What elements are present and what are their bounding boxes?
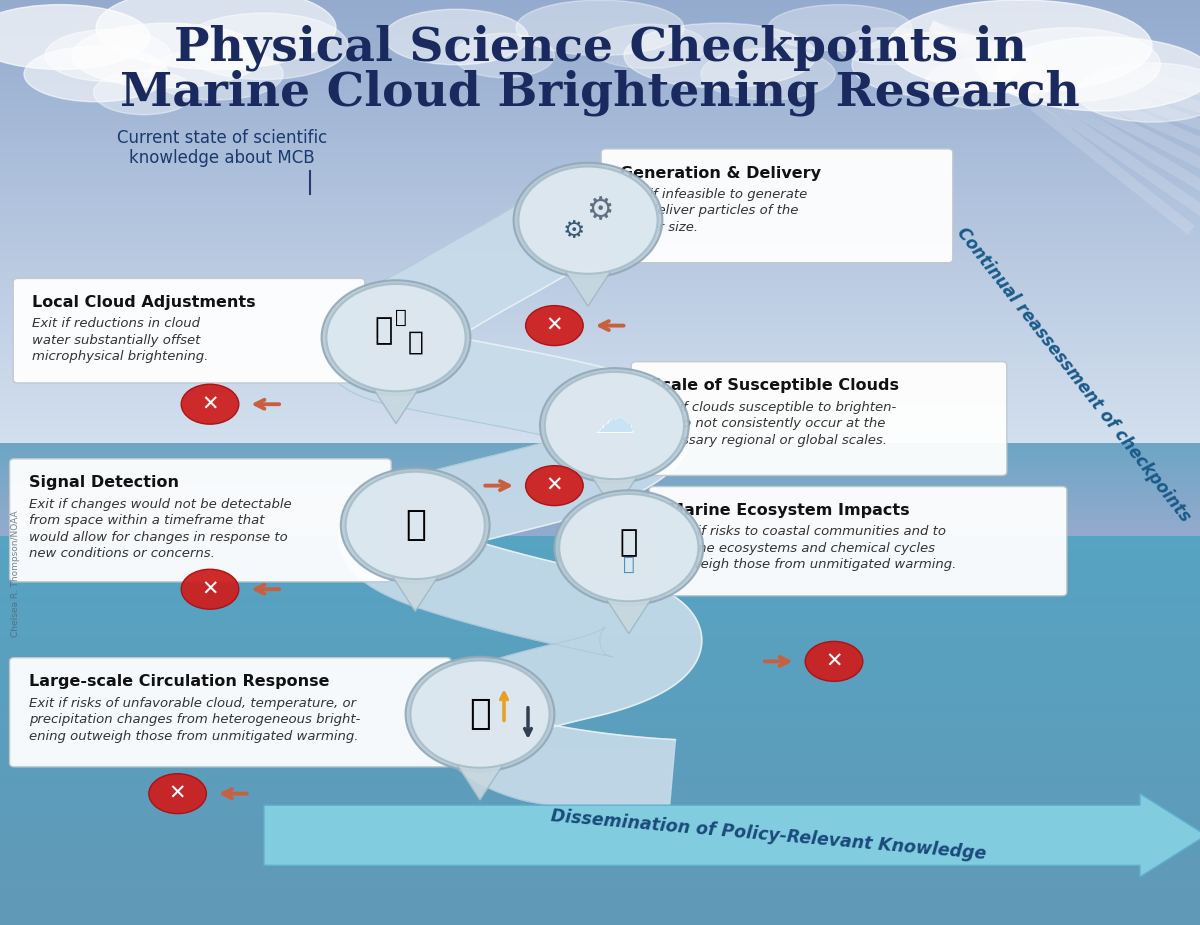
Text: Generation & Delivery: Generation & Delivery (620, 166, 821, 180)
Text: Exit if risks to coastal communities and to
marine ecosystems and chemical cycle: Exit if risks to coastal communities and… (668, 525, 956, 572)
Text: 💧: 💧 (395, 308, 407, 327)
Text: ✕: ✕ (546, 475, 563, 496)
Circle shape (518, 166, 658, 274)
Text: 🛰: 🛰 (404, 509, 426, 542)
Text: ✕: ✕ (202, 579, 218, 599)
FancyBboxPatch shape (10, 658, 451, 767)
Ellipse shape (526, 305, 583, 346)
Circle shape (410, 660, 550, 768)
Ellipse shape (180, 13, 348, 80)
Circle shape (514, 163, 662, 278)
FancyBboxPatch shape (13, 278, 365, 383)
Text: Physical Science Checkpoints in: Physical Science Checkpoints in (174, 25, 1026, 71)
Ellipse shape (0, 5, 150, 69)
Ellipse shape (181, 384, 239, 425)
Text: Marine Cloud Brightening Research: Marine Cloud Brightening Research (120, 69, 1080, 116)
Text: 🌍: 🌍 (469, 697, 491, 731)
Text: ✕: ✕ (169, 783, 186, 804)
Text: Local Cloud Adjustments: Local Cloud Adjustments (32, 295, 256, 310)
Ellipse shape (888, 0, 1152, 92)
Circle shape (346, 472, 485, 579)
Text: ☁: ☁ (595, 401, 634, 440)
Ellipse shape (149, 773, 206, 814)
Text: Dissemination of Policy-Relevant Knowledge: Dissemination of Policy-Relevant Knowled… (550, 808, 986, 863)
Ellipse shape (589, 24, 707, 68)
Text: Exit if clouds susceptible to brighten-
ing do not consistently occur at the
nec: Exit if clouds susceptible to brighten- … (650, 401, 896, 447)
Ellipse shape (384, 9, 528, 65)
Text: Signal Detection: Signal Detection (29, 475, 179, 490)
FancyBboxPatch shape (10, 459, 391, 582)
Text: Large-scale Circulation Response: Large-scale Circulation Response (29, 674, 329, 689)
Text: 〜: 〜 (623, 555, 635, 574)
Text: Scale of Susceptible Clouds: Scale of Susceptible Clouds (650, 378, 900, 393)
Ellipse shape (976, 28, 1160, 102)
Ellipse shape (838, 28, 938, 65)
Polygon shape (372, 387, 420, 424)
Text: ☁: ☁ (594, 400, 635, 442)
Text: Chelsea R. Thompson/NOAA: Chelsea R. Thompson/NOAA (11, 511, 20, 636)
Polygon shape (456, 763, 504, 800)
Text: ⚙: ⚙ (563, 219, 584, 243)
Ellipse shape (925, 57, 1043, 109)
Text: Continual reassessment of checkpoints: Continual reassessment of checkpoints (954, 224, 1194, 525)
Circle shape (341, 468, 490, 583)
Ellipse shape (96, 0, 336, 69)
Ellipse shape (526, 465, 583, 506)
Ellipse shape (516, 0, 684, 56)
Circle shape (540, 368, 689, 483)
Ellipse shape (852, 32, 1020, 97)
Circle shape (322, 280, 470, 395)
Ellipse shape (805, 641, 863, 682)
Polygon shape (564, 269, 612, 306)
Text: ⚙: ⚙ (587, 196, 613, 226)
Text: 💧: 💧 (407, 329, 424, 355)
Ellipse shape (996, 37, 1200, 111)
Circle shape (406, 657, 554, 771)
Text: 🐟: 🐟 (619, 528, 638, 558)
Text: Exit if infeasible to generate
and deliver particles of the
proper size.: Exit if infeasible to generate and deliv… (620, 188, 808, 234)
Ellipse shape (149, 48, 283, 100)
Ellipse shape (624, 23, 816, 88)
FancyBboxPatch shape (601, 149, 953, 263)
Ellipse shape (24, 46, 168, 102)
Text: Current state of scientific
knowledge about MCB: Current state of scientific knowledge ab… (116, 129, 328, 167)
Text: Exit if changes would not be detectable
from space within a timeframe that
would: Exit if changes would not be detectable … (29, 498, 292, 561)
FancyArrow shape (264, 794, 1200, 877)
Circle shape (559, 494, 698, 601)
Ellipse shape (72, 23, 264, 88)
Text: ✕: ✕ (826, 651, 842, 672)
Ellipse shape (94, 70, 194, 115)
Ellipse shape (701, 48, 835, 100)
Circle shape (545, 372, 684, 479)
Ellipse shape (181, 569, 239, 610)
Polygon shape (391, 574, 439, 611)
Ellipse shape (454, 33, 554, 78)
Circle shape (554, 490, 703, 605)
Text: Marine Ecosystem Impacts: Marine Ecosystem Impacts (668, 503, 910, 518)
Text: Exit if reductions in cloud
water substantially offset
microphysical brightening: Exit if reductions in cloud water substa… (32, 317, 209, 364)
Text: Exit if risks of unfavorable cloud, temperature, or
precipitation changes from h: Exit if risks of unfavorable cloud, temp… (29, 697, 360, 743)
Ellipse shape (768, 5, 912, 51)
Text: ✕: ✕ (202, 394, 218, 414)
FancyBboxPatch shape (649, 487, 1067, 596)
Text: 💧: 💧 (374, 315, 394, 345)
Polygon shape (590, 475, 638, 512)
FancyBboxPatch shape (631, 362, 1007, 475)
Ellipse shape (1076, 63, 1200, 122)
Polygon shape (320, 188, 702, 818)
Polygon shape (605, 597, 653, 634)
Text: ✕: ✕ (546, 315, 563, 336)
Ellipse shape (46, 30, 172, 81)
Circle shape (326, 284, 466, 391)
